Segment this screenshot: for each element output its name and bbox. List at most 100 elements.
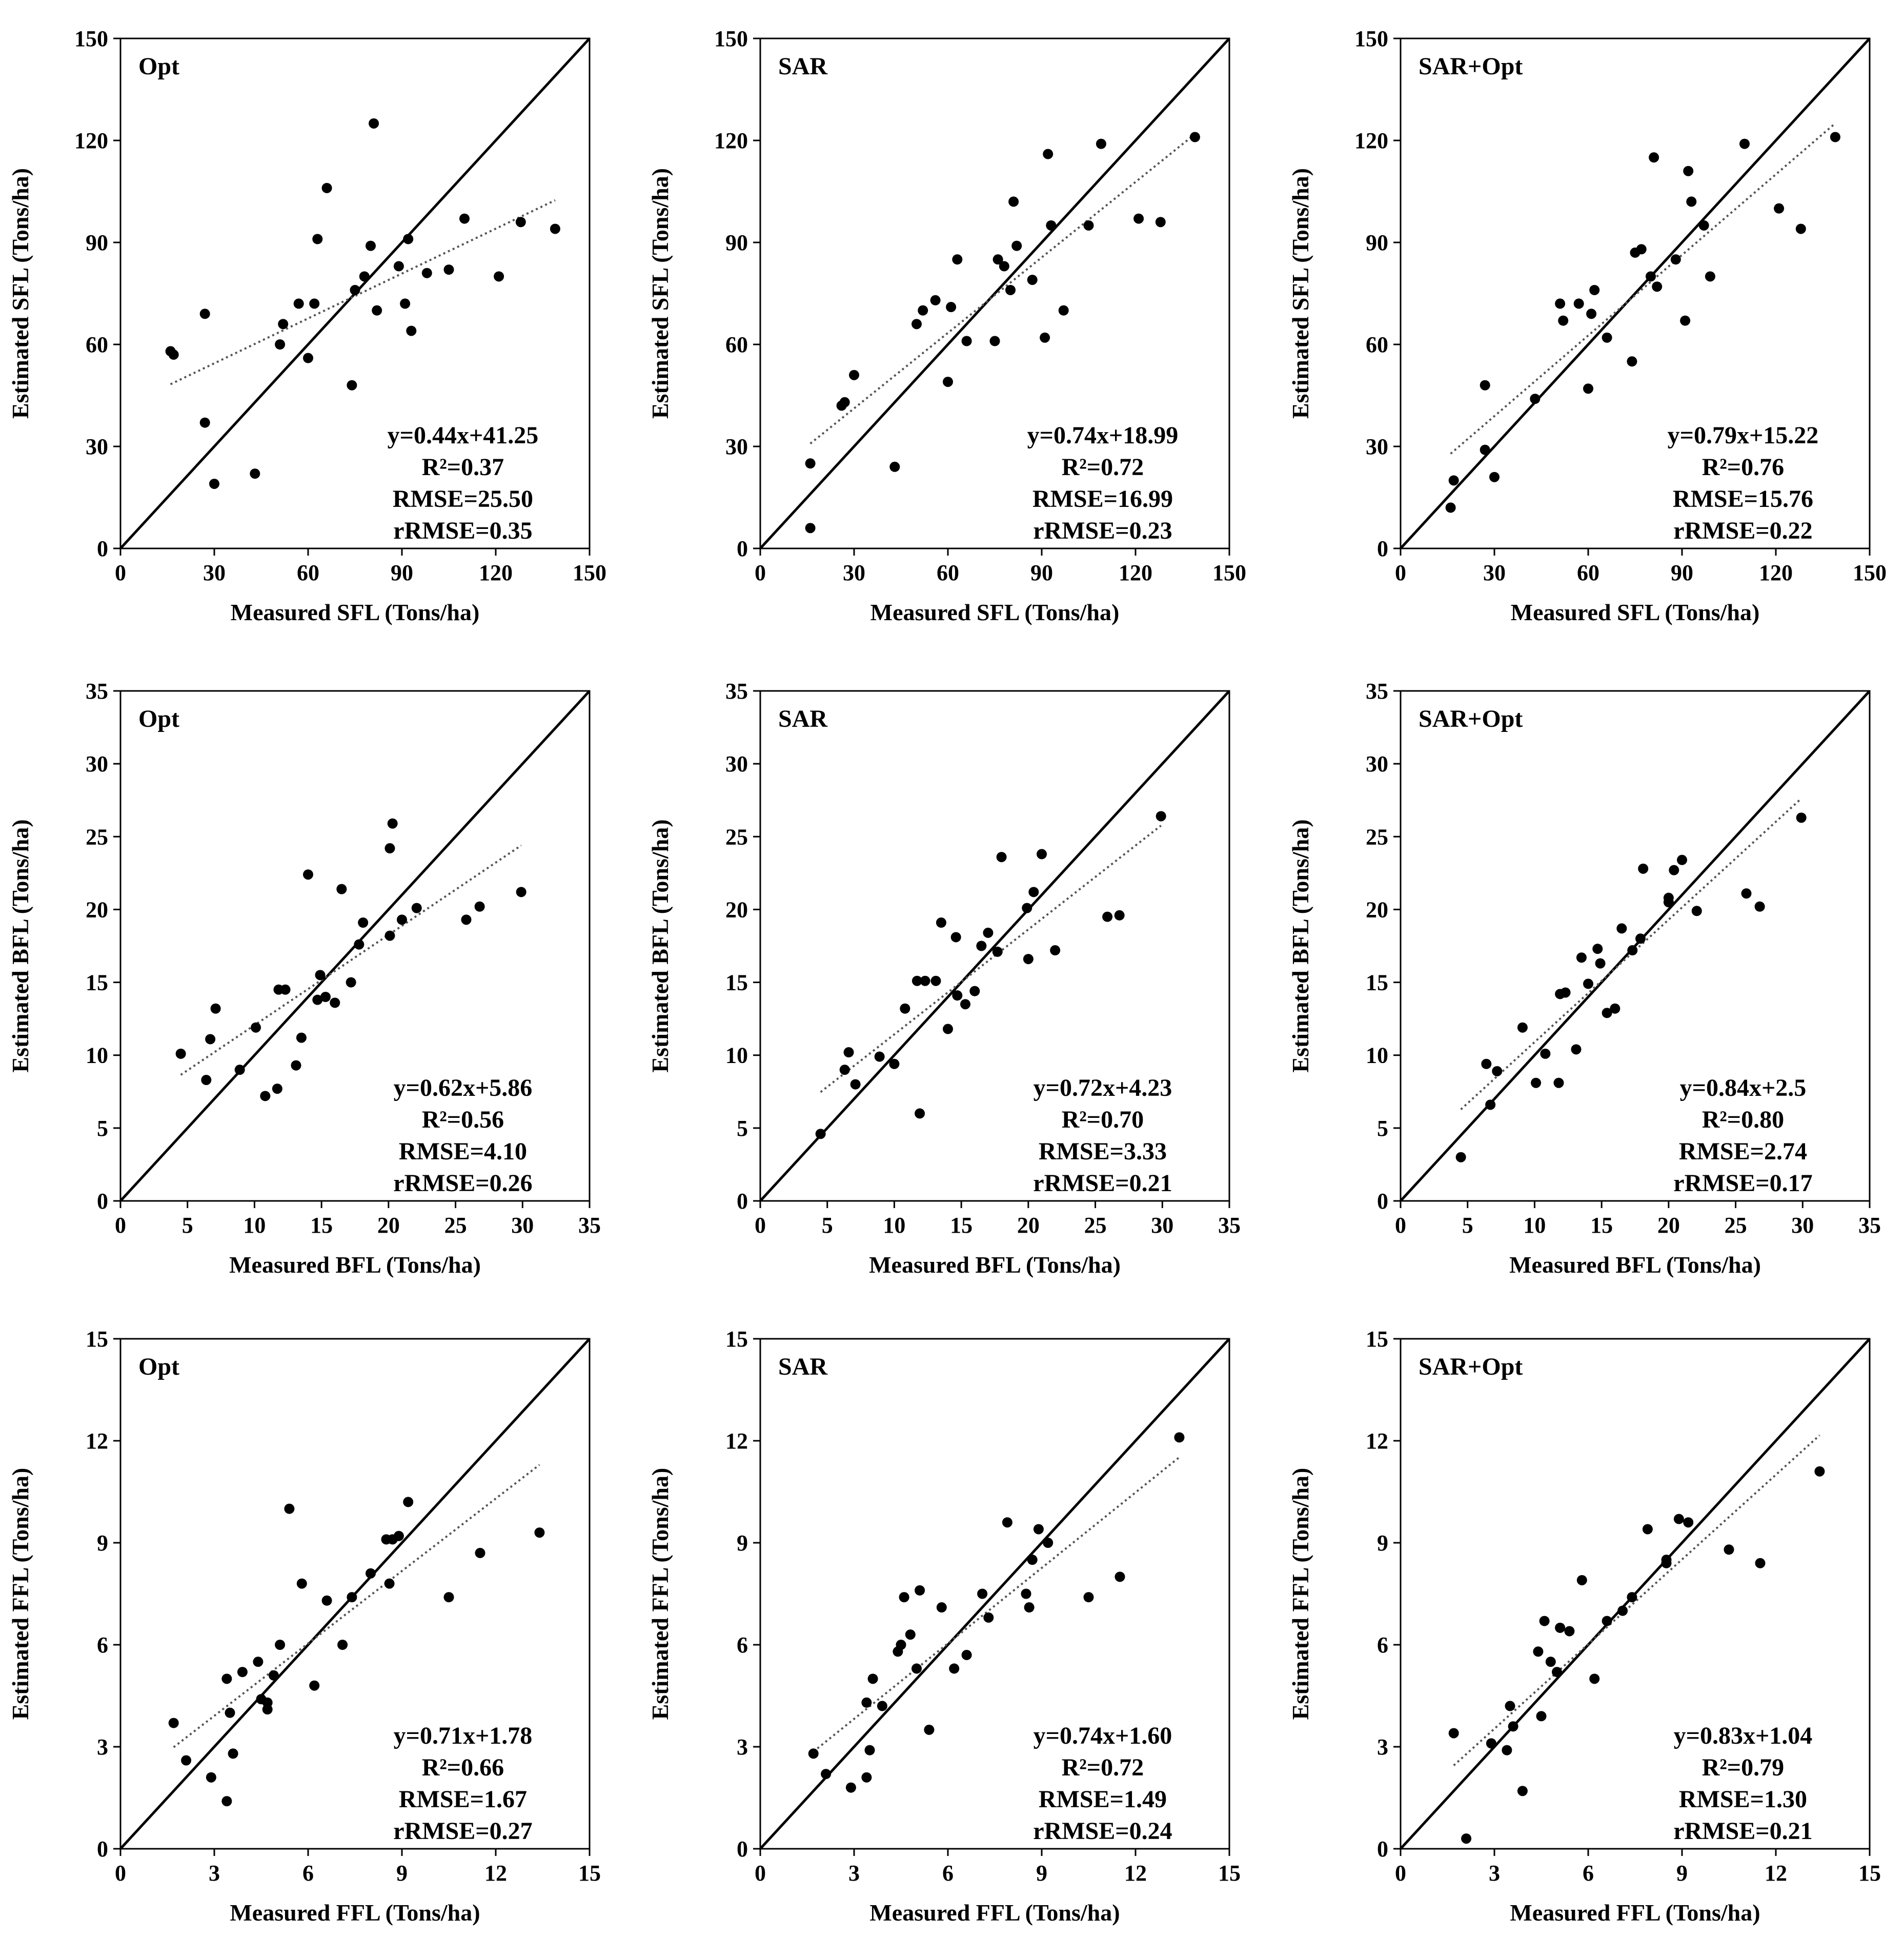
data-point <box>1739 138 1750 149</box>
regression-trend-line <box>1453 1434 1820 1766</box>
data-point <box>387 818 398 829</box>
data-point <box>1114 910 1125 921</box>
data-point <box>1636 244 1647 255</box>
data-point <box>899 1592 909 1603</box>
data-point <box>175 1048 186 1059</box>
data-point <box>262 1704 273 1715</box>
data-point <box>1027 274 1038 285</box>
data-point <box>1058 305 1069 316</box>
data-point <box>234 1065 245 1075</box>
data-point <box>1683 1517 1694 1528</box>
data-point <box>1741 888 1752 899</box>
data-point <box>534 1527 545 1538</box>
data-point <box>815 1129 826 1139</box>
data-point <box>1023 954 1034 965</box>
data-point <box>350 284 360 295</box>
plot-frame <box>759 1338 1230 1850</box>
data-point <box>1050 945 1061 956</box>
data-point <box>1530 394 1541 404</box>
data-point <box>943 1024 953 1034</box>
y-tick-label: 12 <box>1366 1428 1388 1454</box>
data-point <box>821 1769 832 1780</box>
data-point <box>1517 1786 1528 1796</box>
x-tick-label: 10 <box>883 1213 905 1238</box>
data-point <box>1589 284 1600 295</box>
x-tick-label: 25 <box>1084 1213 1107 1238</box>
data-point <box>384 1578 395 1589</box>
data-point <box>393 261 404 272</box>
data-point <box>303 869 313 880</box>
panel-title: SAR <box>778 1353 828 1380</box>
data-point <box>924 1724 935 1735</box>
x-tick-label: 0 <box>755 560 766 585</box>
data-point <box>1022 903 1032 913</box>
plot-frame <box>119 690 591 1202</box>
panel-ffl-sar: 0 3 6 9 12 15 0 3 6 9 12 15 SAR y=0.74x+1.60 R²=0.72 RM… <box>647 1326 1241 1926</box>
data-point <box>1011 240 1022 251</box>
data-point <box>1043 149 1054 159</box>
data-point <box>275 339 286 350</box>
x-tick-label: 90 <box>391 560 413 585</box>
x-axis-label: Measured SFL (Tons/ha) <box>231 599 480 625</box>
data-point <box>330 997 340 1008</box>
x-tick-label: 150 <box>1853 560 1887 585</box>
y-tick-label: 5 <box>737 1116 748 1141</box>
data-point <box>864 1745 875 1755</box>
x-tick-label: 20 <box>1017 1213 1040 1238</box>
y-tick-label: 25 <box>1366 824 1388 849</box>
data-point <box>952 254 963 265</box>
x-tick-label: 120 <box>1759 560 1793 585</box>
stat-rmse: RMSE=25.50 <box>393 485 533 513</box>
data-point <box>1481 1058 1492 1069</box>
data-point <box>278 319 289 330</box>
data-point <box>905 1629 916 1640</box>
panel-title: Opt <box>138 1353 179 1380</box>
plot-frame <box>1400 1338 1871 1850</box>
y-tick-label: 15 <box>725 1326 748 1352</box>
y-tick-label: 35 <box>1366 679 1388 704</box>
data-point <box>1002 1517 1012 1528</box>
x-axis-label: Measured SFL (Tons/ha) <box>1511 599 1760 625</box>
data-point <box>168 1718 179 1728</box>
data-point <box>992 946 1003 957</box>
y-tick-label: 5 <box>1377 1116 1388 1141</box>
data-point <box>275 1640 286 1650</box>
stat-rmse: RMSE=1.30 <box>1679 1786 1807 1813</box>
y-axis-label: Estimated SFL (Tons/ha) <box>7 168 33 419</box>
x-tick-label: 150 <box>1212 560 1246 585</box>
data-point <box>384 843 395 854</box>
data-point <box>1576 1575 1587 1585</box>
data-point <box>1480 444 1490 455</box>
x-tick-label: 120 <box>1119 560 1152 585</box>
x-tick-label: 150 <box>573 560 606 585</box>
data-point <box>1583 383 1593 394</box>
x-tick-label: 6 <box>942 1861 954 1886</box>
x-tick-label: 5 <box>1462 1213 1473 1238</box>
data-point <box>366 1568 376 1579</box>
data-point <box>915 1585 925 1596</box>
data-point <box>961 1649 972 1660</box>
one-to-one-line <box>1400 690 1871 1202</box>
stat-r-squared: R²=0.37 <box>422 454 504 481</box>
y-tick-label: 0 <box>737 1836 748 1862</box>
data-point <box>943 376 953 387</box>
data-point <box>861 1772 872 1783</box>
data-point <box>1663 892 1674 903</box>
y-tick-label: 0 <box>97 1189 108 1214</box>
data-point <box>550 223 560 234</box>
x-tick-label: 35 <box>1858 1213 1881 1238</box>
data-point <box>1724 1544 1734 1555</box>
panel-title: Opt <box>138 705 179 732</box>
data-point <box>516 887 526 897</box>
y-tick-label: 25 <box>86 824 108 849</box>
x-tick-label: 9 <box>396 1861 408 1886</box>
data-point <box>1539 1616 1550 1626</box>
y-tick-label: 6 <box>737 1632 748 1658</box>
x-axis-label: Measured FFL (Tons/ha) <box>1510 1900 1760 1926</box>
data-point <box>889 461 900 472</box>
y-axis-label: Estimated BFL (Tons/ha) <box>647 819 673 1072</box>
data-point <box>443 1592 454 1603</box>
x-tick-label: 30 <box>1151 1213 1173 1238</box>
stat-rmse: RMSE=16.99 <box>1032 485 1173 513</box>
y-axis-label: Estimated FFL (Tons/ha) <box>1287 1468 1313 1720</box>
